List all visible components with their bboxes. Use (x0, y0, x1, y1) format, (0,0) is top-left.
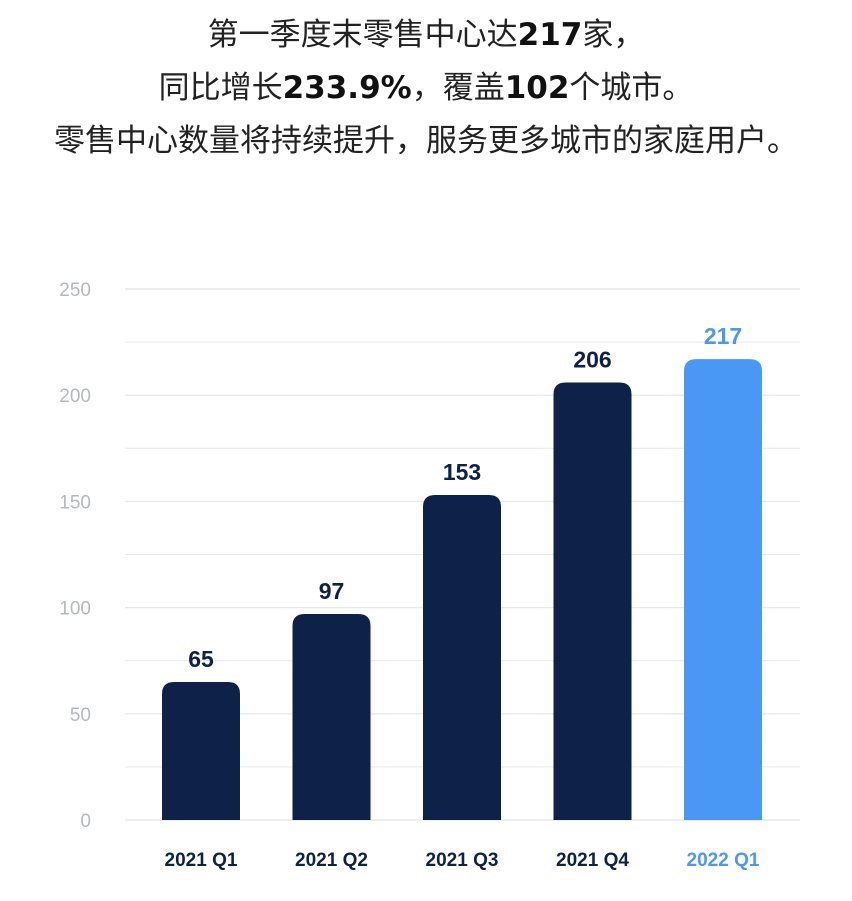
bar-2021-q2 (292, 613, 371, 820)
bar-layer (162, 359, 762, 820)
bar-2021-q4 (553, 382, 632, 820)
x-category-label: 2021 Q3 (426, 850, 499, 871)
headline-2-middle: ，覆盖 (411, 70, 505, 106)
x-category-label: 2021 Q4 (556, 850, 629, 871)
x-category-label: 2021 Q1 (165, 850, 238, 871)
y-tick-label: 50 (70, 705, 91, 726)
headline-line-1: 第一季度末零售中心达217家， (0, 20, 852, 51)
yoy-growth-value: 233.9% (282, 70, 412, 106)
headline-1-suffix: 家， (582, 17, 645, 53)
data-label: 65 (188, 646, 214, 672)
y-tick-label: 0 (80, 811, 91, 832)
y-axis-tick-labels: 0 50 100 150 200 250 (59, 280, 91, 832)
y-tick-label: 250 (59, 280, 91, 301)
data-label-layer: 65 97 153 206 217 (188, 323, 742, 672)
bar-2021-q1 (162, 681, 240, 820)
data-label: 153 (443, 459, 481, 485)
y-tick-label: 200 (59, 386, 91, 407)
headline-line-2: 同比增长233.9%，覆盖102个城市。 (0, 73, 852, 104)
city-count: 102 (504, 70, 570, 106)
headline-1-text: 第一季度末零售中心达 (207, 17, 518, 53)
headline-2-text: 同比增长 (158, 70, 283, 106)
data-label: 206 (573, 346, 611, 372)
headline-2-suffix: 个城市。 (569, 70, 694, 106)
data-label: 217 (704, 323, 742, 349)
y-tick-label: 100 (59, 599, 91, 620)
bar-2021-q3 (423, 495, 501, 820)
headline-line-3: 零售中心数量将持续提升，服务更多城市的家庭用户。 (54, 123, 798, 159)
x-category-label: 2022 Q1 (687, 850, 760, 871)
bar-2022-q1 (684, 359, 762, 820)
retail-center-count: 217 (517, 17, 583, 53)
data-label: 97 (319, 578, 345, 604)
y-tick-label: 150 (59, 492, 91, 513)
x-axis-category-labels: 2021 Q1 2021 Q2 2021 Q3 2021 Q4 2022 Q1 (165, 850, 760, 871)
x-category-label: 2021 Q2 (295, 850, 368, 871)
